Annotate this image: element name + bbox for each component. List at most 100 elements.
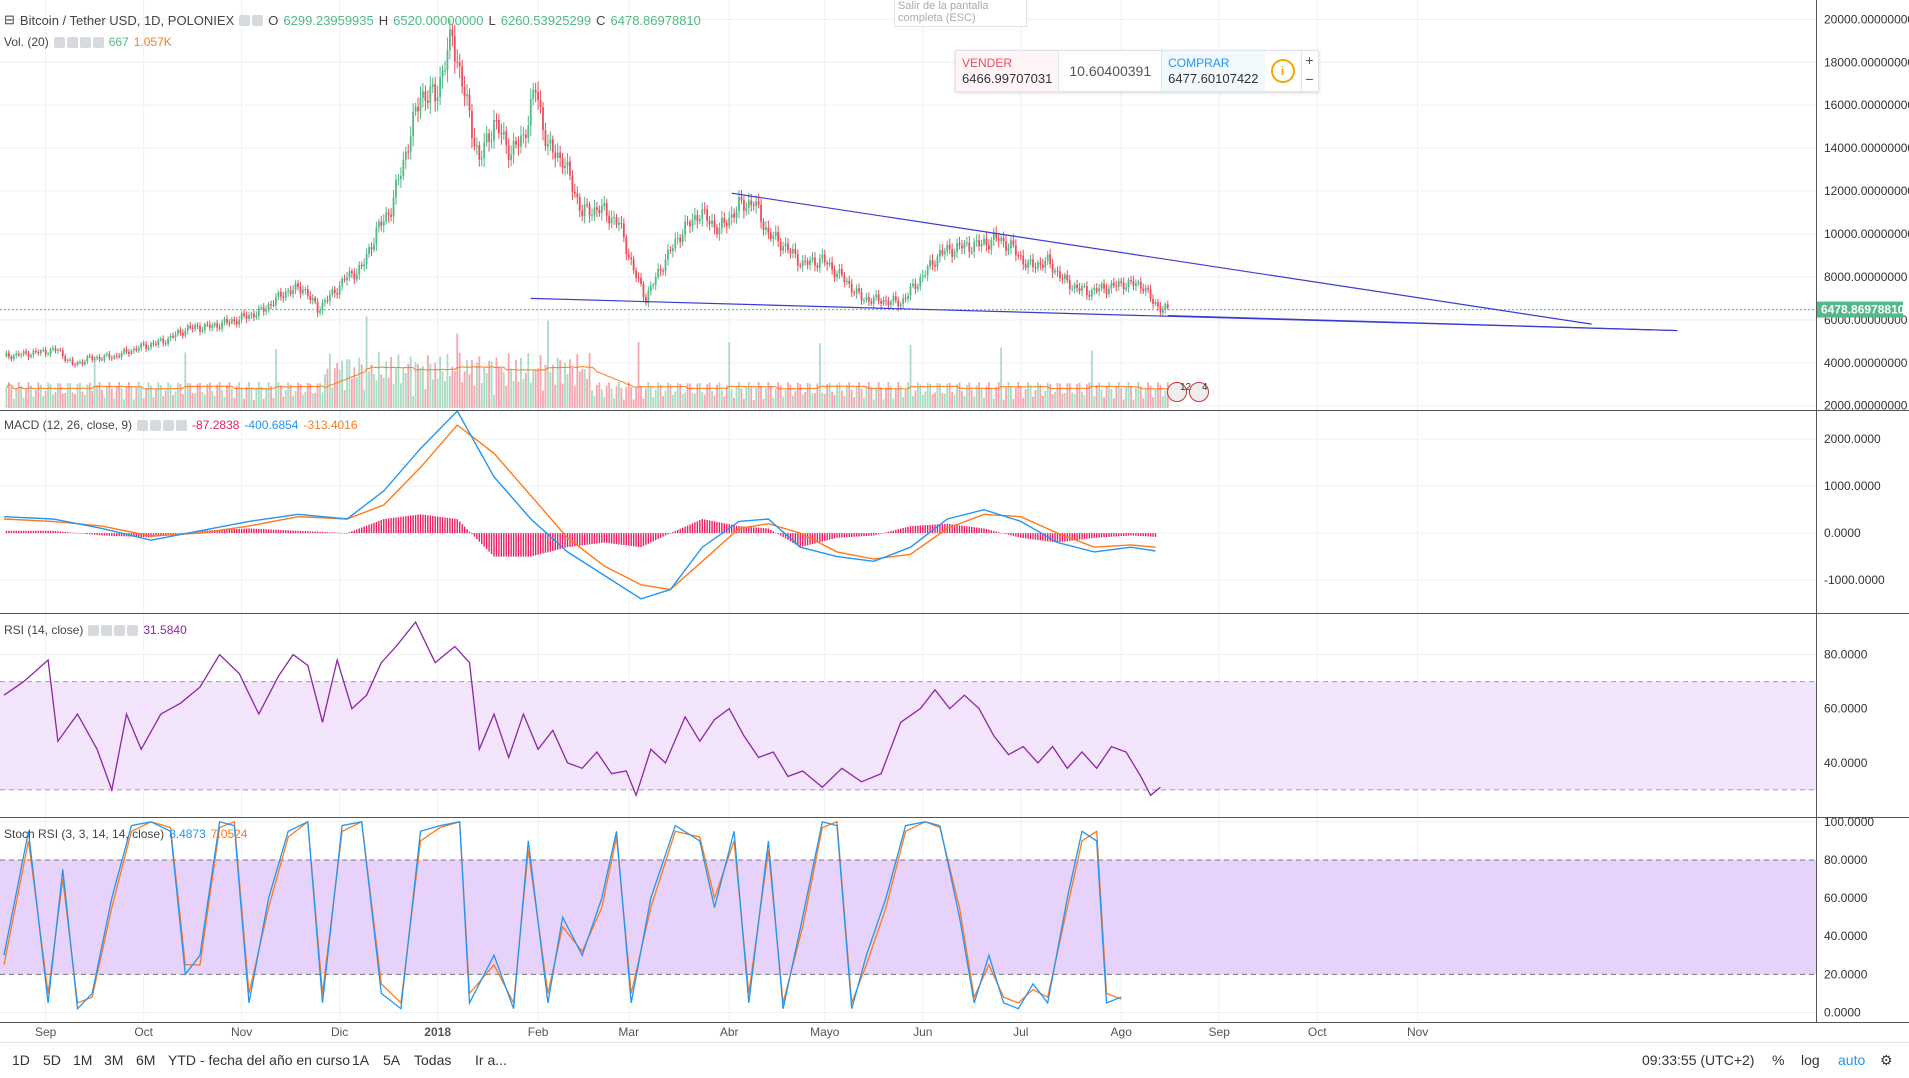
macd-histogram-bar xyxy=(370,523,373,534)
rsi-title[interactable]: RSI (14, close) xyxy=(4,623,84,637)
volume-value: 667 xyxy=(108,35,129,49)
macd-histogram-bar xyxy=(973,527,975,534)
candle-body xyxy=(248,315,250,319)
volume-bar xyxy=(1024,389,1027,408)
sell-button[interactable]: VENDER 6466.99707031 xyxy=(956,51,1060,91)
macd-histogram-bar xyxy=(684,526,686,534)
volume-bar xyxy=(240,388,243,408)
stoch-k-value: 8.4873 xyxy=(169,827,206,841)
volume-bar xyxy=(510,369,513,408)
timeframe-1d[interactable]: 1D xyxy=(12,1052,30,1068)
legend-buttons[interactable] xyxy=(137,419,188,431)
candle-body xyxy=(992,232,995,240)
candle-body xyxy=(1029,259,1032,262)
candle-body xyxy=(919,277,922,287)
macd-histogram-bar xyxy=(814,533,816,544)
timeframe-all[interactable]: Todas xyxy=(414,1052,452,1068)
x-tick-label: Abr xyxy=(720,1025,739,1039)
log-toggle[interactable]: log xyxy=(1801,1052,1820,1068)
auto-toggle[interactable]: auto xyxy=(1838,1052,1866,1068)
event-flag-icon[interactable] xyxy=(1189,382,1209,402)
volume-bar xyxy=(843,396,846,408)
volume-title[interactable]: Vol. (20) xyxy=(4,35,49,49)
info-button[interactable]: i xyxy=(1265,51,1301,91)
legend-buttons[interactable] xyxy=(53,36,104,48)
macd-histogram-bar xyxy=(152,533,155,538)
volume-bar xyxy=(404,373,407,408)
settings-gear-icon[interactable]: ⚙ xyxy=(1880,1052,1893,1068)
timeframe-ytd[interactable]: YTD - fecha del año en curso xyxy=(168,1052,351,1068)
candle-body xyxy=(1002,237,1005,242)
macd-histogram-bar xyxy=(618,533,620,545)
candle-body xyxy=(818,258,821,268)
volume-bar xyxy=(703,394,706,408)
candle-body xyxy=(1108,288,1110,294)
volume-bar xyxy=(887,382,890,408)
rsi-tick-label: 40.0000 xyxy=(1824,756,1868,770)
timeframe-1a[interactable]: 1A xyxy=(352,1052,370,1068)
macd-histogram-bar xyxy=(755,527,757,534)
candle-body xyxy=(973,241,976,252)
volume-bar xyxy=(255,387,258,408)
timeframe-3m[interactable]: 3M xyxy=(104,1052,124,1068)
volume-bar xyxy=(980,389,983,408)
candle-body xyxy=(216,323,219,328)
macd-histogram-bar xyxy=(745,526,748,534)
volume-bar xyxy=(1010,386,1012,408)
macd-histogram-bar xyxy=(417,514,419,534)
candle-body xyxy=(137,348,140,351)
volume-bar xyxy=(750,387,753,408)
event-flag-icon[interactable] xyxy=(1167,382,1187,402)
volume-bar xyxy=(1029,385,1032,408)
candle-body xyxy=(370,247,373,250)
percent-toggle[interactable]: % xyxy=(1772,1052,1785,1068)
goto-date-button[interactable]: Ir a... xyxy=(475,1052,507,1068)
timeframe-1m[interactable]: 1M xyxy=(73,1052,93,1068)
candle-body xyxy=(1046,254,1049,261)
candle-body xyxy=(453,35,456,62)
volume-bar xyxy=(208,382,211,408)
chart-canvas[interactable]: Sep Oct Nov Dic 2018 Feb Mar Abr Mayo Jun Jul Ago Se… xyxy=(0,0,1909,1043)
symbol-title[interactable]: Bitcoin / Tether USD, 1D, POLONIEX xyxy=(19,12,235,28)
macd-histogram-bar xyxy=(843,533,846,538)
volume-bar xyxy=(331,387,334,408)
macd-histogram-bar xyxy=(18,530,20,534)
candle-body xyxy=(838,268,841,274)
macd-histogram-bar xyxy=(789,533,792,542)
candle-body xyxy=(789,250,792,253)
volume-bar xyxy=(279,385,282,408)
candle-body xyxy=(845,280,848,282)
macd-histogram-bar xyxy=(343,533,346,534)
candle-body xyxy=(534,89,537,93)
macd-title[interactable]: MACD (12, 26, close, 9) xyxy=(4,418,133,432)
volume-bar xyxy=(1147,382,1150,408)
candle-body xyxy=(262,307,265,312)
plus-button[interactable]: + xyxy=(1305,52,1314,68)
clock[interactable]: 09:33:55 (UTC+2) xyxy=(1642,1052,1755,1068)
candle-body xyxy=(598,209,601,213)
legend-buttons[interactable] xyxy=(88,624,139,636)
candle-body xyxy=(446,50,449,71)
candle-body xyxy=(324,300,326,303)
volume-bar xyxy=(642,398,645,408)
volume-bar xyxy=(292,395,294,408)
macd-histogram-bar xyxy=(993,530,995,534)
timeframe-5a[interactable]: 5A xyxy=(383,1052,401,1068)
candle-body xyxy=(368,247,370,254)
stoch-title[interactable]: Stoch RSI (3, 3, 14, 14, close) xyxy=(4,827,165,841)
volume-bar xyxy=(390,356,392,408)
macd-histogram-bar xyxy=(1032,533,1034,540)
timeframe-5d[interactable]: 5D xyxy=(43,1052,61,1068)
macd-histogram-bar xyxy=(10,530,13,534)
minus-button[interactable]: − xyxy=(1305,71,1314,87)
collapse-icon[interactable]: ⊟ xyxy=(4,12,15,27)
macd-histogram-bar xyxy=(253,528,255,534)
volume-bar xyxy=(17,382,20,408)
stoch-d-value: 7.0524 xyxy=(210,827,248,841)
timeframe-6m[interactable]: 6M xyxy=(136,1052,156,1068)
legend-buttons[interactable] xyxy=(239,14,264,26)
candle-body xyxy=(542,107,544,131)
macd-histogram-bar xyxy=(459,521,461,534)
volume-bar xyxy=(69,383,72,408)
buy-button[interactable]: COMPRAR 6477.60107422 xyxy=(1161,51,1265,91)
